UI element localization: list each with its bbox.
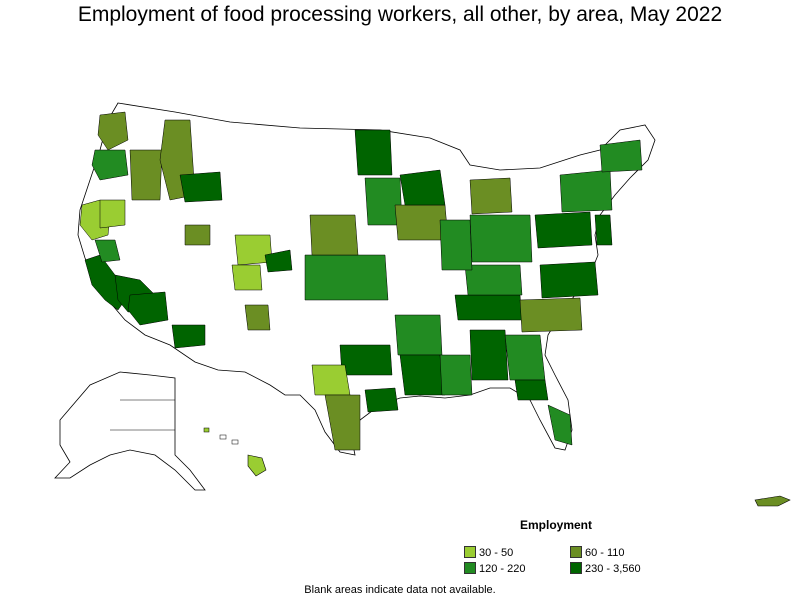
area-michigan: [469, 177, 513, 215]
area-new-jersey: [594, 214, 613, 246]
legend-swatch: [464, 546, 476, 558]
area-oregon: [91, 149, 129, 181]
area-central-valley: [94, 239, 121, 263]
area-eastern-oregon: [129, 149, 163, 201]
hawaii-island: [247, 454, 267, 477]
legend-title: Employment: [520, 518, 593, 532]
hawaii-small-island: [203, 427, 210, 433]
legend-label: 60 - 110: [585, 547, 625, 559]
area-north-dakota: [354, 129, 393, 176]
legend-item-60-110: 60 - 110: [570, 546, 625, 560]
footnote: Blank areas indicate data not available.: [304, 584, 496, 596]
area-wisconsin: [399, 169, 446, 206]
area-southern-idaho: [179, 171, 223, 203]
legend-label: 230 - 3,560: [585, 563, 641, 575]
area-south-texas: [324, 394, 361, 451]
hawaii-small-island: [219, 434, 227, 440]
area-nebraska: [309, 214, 359, 256]
area-colorado-south: [231, 264, 263, 291]
area-tennessee: [454, 294, 523, 321]
area-new-england: [599, 139, 643, 173]
area-illinois: [439, 219, 473, 271]
legend-swatch: [570, 562, 582, 574]
area-pennsylvania: [534, 211, 593, 249]
area-north-florida: [514, 379, 549, 401]
hawaii-small-island: [231, 439, 239, 445]
area-denver: [264, 249, 293, 273]
area-tucson: [171, 324, 206, 349]
map-title: Employment of food processing workers, a…: [77, 3, 723, 26]
area-alabama: [469, 329, 509, 381]
area-georgia: [504, 334, 546, 381]
area-central-texas: [311, 364, 351, 396]
legend-swatch: [570, 546, 582, 558]
area-mississippi: [439, 354, 473, 396]
area-virginia: [539, 261, 599, 299]
area-new-york: [559, 169, 613, 213]
area-washington-west: [97, 111, 129, 151]
area-arkansas: [394, 314, 443, 356]
area-kentucky: [464, 264, 523, 296]
alaska-outline: [54, 371, 206, 491]
area-phoenix: [127, 291, 169, 326]
legend-label: 120 - 220: [479, 563, 526, 575]
legend-label: 30 - 50: [479, 547, 514, 559]
puerto-rico: [754, 495, 791, 507]
area-indiana-ohio: [469, 214, 533, 263]
area-carolinas: [519, 297, 583, 333]
area-utah: [184, 224, 211, 246]
legend-item-30-50: 30 - 50: [464, 546, 513, 560]
area-new-mexico: [244, 304, 271, 331]
alaska-area-divider: [110, 399, 175, 431]
legend-item-120-220: 120 - 220: [464, 562, 525, 576]
legend-item-230-3560: 230 - 3,560: [570, 562, 641, 576]
area-nevada-north: [99, 199, 126, 229]
area-louisiana: [399, 354, 446, 396]
area-south-florida: [547, 404, 573, 446]
area-north-texas: [339, 344, 393, 376]
legend-swatch: [464, 562, 476, 574]
area-kansas: [304, 254, 389, 301]
area-houston: [364, 387, 399, 413]
